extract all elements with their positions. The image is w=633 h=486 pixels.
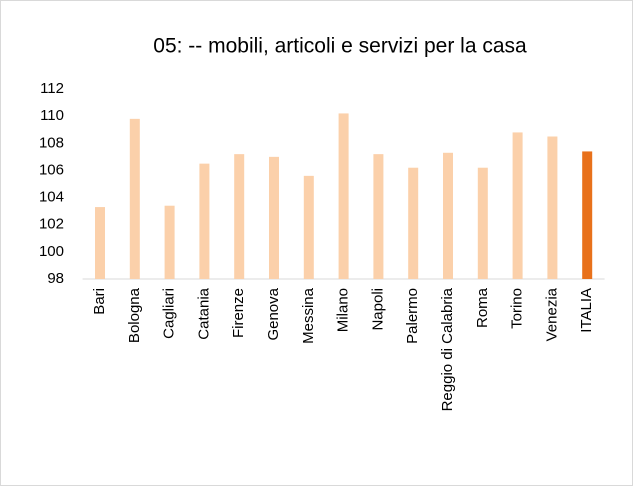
- bar: [129, 118, 140, 279]
- y-tick-label: 102: [39, 216, 64, 233]
- x-tick-label: Torino: [509, 288, 526, 329]
- x-tick-label: Napoli: [369, 288, 386, 331]
- bar: [443, 152, 453, 279]
- x-tick-label: Firenze: [230, 288, 247, 338]
- bar: [512, 132, 523, 279]
- bar: [269, 156, 279, 279]
- bar: [164, 205, 175, 279]
- bar: [303, 175, 314, 279]
- y-tick-label: 100: [39, 243, 64, 260]
- y-tick-label: 112: [40, 80, 64, 97]
- x-tick-label: Roma: [474, 287, 491, 328]
- bar: [95, 207, 105, 279]
- chart-title: 05: -- mobili, articoli e servizi per la…: [153, 35, 527, 58]
- y-tick-label: 98: [47, 270, 64, 287]
- y-tick-label: 104: [39, 189, 64, 206]
- bar: [408, 167, 419, 279]
- x-tick-label: Reggio di Calabria: [439, 287, 456, 411]
- x-tick-label: Cagliari: [161, 288, 178, 339]
- x-tick-label: Bologna: [126, 287, 143, 343]
- bar: [582, 151, 593, 279]
- bar: [547, 136, 558, 279]
- x-tick-label: Messina: [300, 287, 317, 344]
- x-tick-label: Milano: [335, 288, 352, 332]
- bar: [234, 154, 245, 279]
- bar: [477, 167, 488, 279]
- y-tick-label: 110: [40, 107, 64, 124]
- y-tick-label: 106: [39, 161, 64, 178]
- x-tick-label: Genova: [265, 287, 282, 340]
- bar: [338, 113, 349, 279]
- bar: [199, 163, 210, 279]
- x-tick-label: Palermo: [404, 288, 421, 344]
- y-tick-label: 108: [39, 134, 64, 151]
- x-tick-label: Venezia: [543, 287, 560, 341]
- x-tick-label: Catania: [195, 287, 212, 339]
- bar: [373, 154, 384, 279]
- x-tick-label: ITALIA: [578, 288, 595, 333]
- x-tick-label: Bari: [91, 288, 108, 315]
